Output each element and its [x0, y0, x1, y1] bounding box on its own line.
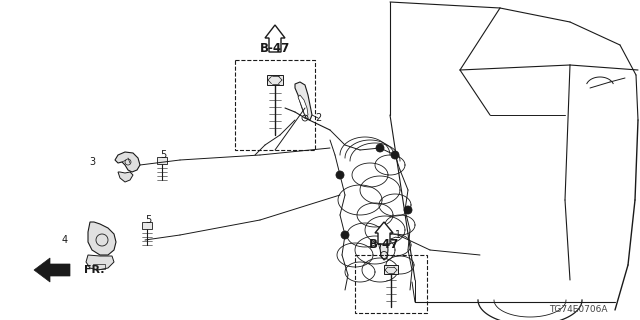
Circle shape [336, 171, 344, 179]
Text: 5: 5 [160, 150, 166, 160]
Polygon shape [118, 172, 133, 182]
Text: B-47: B-47 [369, 237, 399, 251]
Polygon shape [265, 25, 285, 52]
Bar [267, 75, 283, 85]
Circle shape [341, 231, 349, 239]
Circle shape [376, 144, 384, 152]
Circle shape [391, 151, 399, 159]
Bar [157, 157, 167, 164]
Polygon shape [298, 95, 308, 116]
Polygon shape [295, 82, 312, 120]
Circle shape [404, 206, 412, 214]
Text: 2: 2 [315, 113, 321, 123]
Text: FR.: FR. [84, 265, 104, 275]
Polygon shape [375, 222, 393, 244]
Polygon shape [34, 258, 70, 282]
Polygon shape [86, 255, 114, 270]
Text: 5: 5 [145, 215, 151, 225]
Text: TG74E0706A: TG74E0706A [548, 306, 607, 315]
Text: B-47: B-47 [260, 42, 290, 54]
Bar [142, 222, 152, 229]
Bar [355, 255, 427, 313]
Polygon shape [380, 230, 388, 260]
Bar [235, 60, 315, 150]
Text: 3: 3 [89, 157, 95, 167]
Bar [384, 265, 398, 274]
Bar [93, 264, 105, 269]
Text: 4: 4 [62, 235, 68, 245]
Polygon shape [115, 152, 140, 172]
Polygon shape [88, 222, 116, 255]
Text: 1: 1 [395, 230, 401, 240]
